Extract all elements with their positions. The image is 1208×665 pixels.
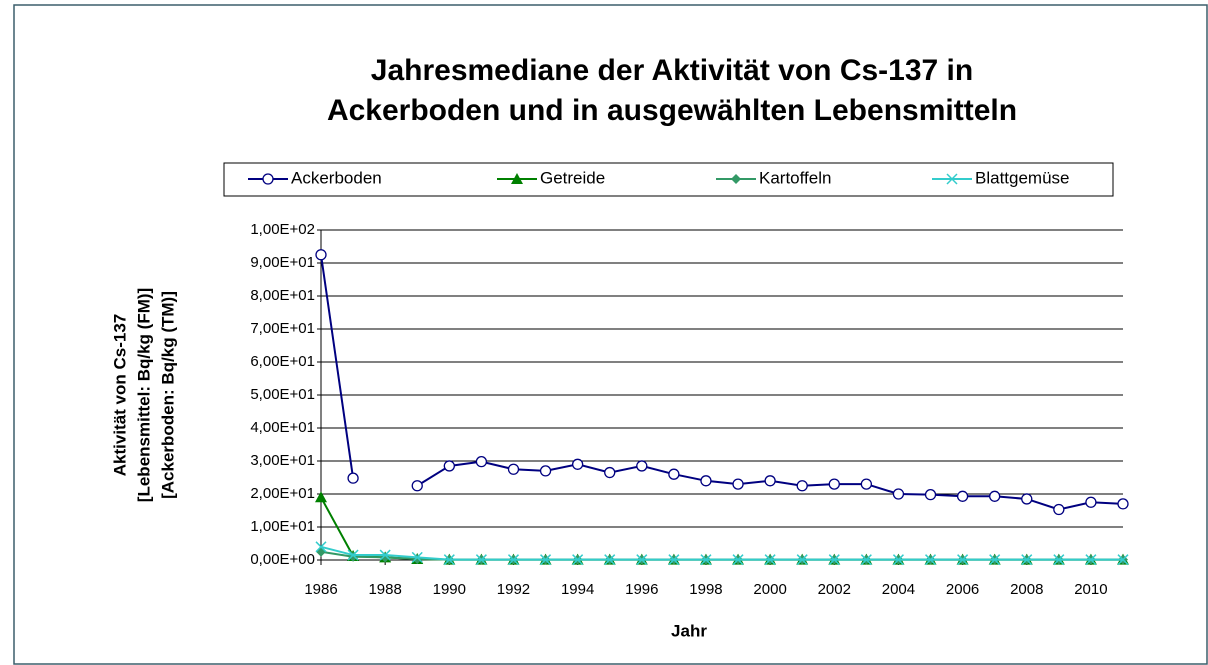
marker xyxy=(956,490,969,502)
y-tick-label: 9,00E+01 xyxy=(250,254,315,271)
legend-item: Kartoffeln xyxy=(716,168,831,187)
x-tick-label: 2006 xyxy=(946,581,979,598)
x-tick-label: 1992 xyxy=(497,581,530,598)
marker xyxy=(796,480,808,492)
marker xyxy=(828,478,840,490)
marker xyxy=(989,490,1001,502)
marker xyxy=(1117,498,1129,510)
x-tick-label: 1986 xyxy=(304,581,337,598)
marker xyxy=(571,458,584,470)
marker xyxy=(1021,554,1033,566)
x-tick-label: 2008 xyxy=(1010,581,1043,598)
marker xyxy=(828,554,840,566)
marker xyxy=(989,554,1001,566)
marker xyxy=(315,249,327,261)
y-tick-label: 5,00E+01 xyxy=(250,386,315,403)
marker xyxy=(443,460,455,472)
marker xyxy=(1085,496,1097,508)
marker xyxy=(731,174,741,184)
x-tick-label: 2000 xyxy=(753,581,786,598)
marker xyxy=(315,541,327,553)
marker xyxy=(604,466,616,479)
marker xyxy=(1021,493,1033,505)
marker xyxy=(957,554,969,566)
marker xyxy=(924,489,937,501)
y-tick-label: 3,00E+01 xyxy=(250,452,315,469)
marker xyxy=(764,554,776,566)
marker xyxy=(924,554,937,566)
y-tick-label: 0,00E+00 xyxy=(250,551,315,568)
x-tick-label: 2002 xyxy=(818,581,851,598)
chart-frame xyxy=(13,4,1208,665)
marker xyxy=(511,173,523,184)
marker xyxy=(668,468,680,480)
marker xyxy=(507,554,520,566)
x-tick-label: 2004 xyxy=(882,581,915,598)
y-tick-label: 1,00E+02 xyxy=(250,221,315,238)
marker xyxy=(411,480,423,492)
marker xyxy=(700,475,712,487)
marker xyxy=(636,460,648,472)
legend-item: Getreide xyxy=(497,168,605,187)
y-tick-label: 4,00E+01 xyxy=(250,419,315,436)
marker xyxy=(315,491,327,503)
marker xyxy=(507,463,520,475)
chart-title: Jahresmediane der Aktivität von Cs-137 i… xyxy=(371,54,973,87)
marker xyxy=(668,554,680,566)
x-tick-label: 1994 xyxy=(561,581,594,598)
marker xyxy=(860,554,872,566)
y-axis-label-line: Aktivität von Cs-137 xyxy=(110,314,129,477)
marker xyxy=(636,554,648,566)
y-axis-label-line: [Ackerboden: Bq/kg (TM)] xyxy=(158,291,177,499)
y-tick-label: 7,00E+01 xyxy=(250,320,315,337)
legend-label: Ackerboden xyxy=(291,168,382,187)
marker xyxy=(1085,554,1097,566)
legend-label: Kartoffeln xyxy=(759,168,831,187)
y-tick-label: 8,00E+01 xyxy=(250,287,315,304)
y-tick-label: 1,00E+01 xyxy=(250,518,315,535)
marker xyxy=(764,475,776,487)
y-tick-label: 6,00E+01 xyxy=(250,353,315,370)
marker xyxy=(347,549,359,561)
legend-item: Ackerboden xyxy=(248,168,382,187)
marker xyxy=(732,478,744,490)
marker xyxy=(892,488,905,500)
marker xyxy=(347,472,359,484)
x-tick-label: 1988 xyxy=(368,581,401,598)
x-tick-label: 2010 xyxy=(1074,581,1107,598)
marker xyxy=(540,554,552,566)
marker xyxy=(475,456,488,468)
marker xyxy=(443,554,455,566)
marker xyxy=(946,173,958,185)
marker xyxy=(1053,554,1065,566)
legend-label: Blattgemüse xyxy=(975,168,1070,187)
y-axis-label: Aktivität von Cs-137 [Lebensmittel: Bq/k… xyxy=(110,288,177,502)
legend-item: Blattgemüse xyxy=(932,168,1070,187)
chart-title: Ackerboden und in ausgewählten Lebensmit… xyxy=(327,94,1017,127)
x-tick-label: 1998 xyxy=(689,581,722,598)
marker xyxy=(411,551,423,563)
marker xyxy=(796,554,808,566)
x-tick-label: 1990 xyxy=(433,581,466,598)
marker xyxy=(892,554,904,566)
y-axis-label-line: [Lebensmittel: Bq/kg (FM)] xyxy=(134,288,153,502)
series-line xyxy=(320,545,1123,561)
marker xyxy=(700,554,712,566)
marker xyxy=(572,554,584,566)
x-axis-label: Jahr xyxy=(671,621,707,640)
marker xyxy=(604,554,616,566)
marker xyxy=(379,549,391,561)
marker xyxy=(262,173,274,185)
marker xyxy=(860,478,873,490)
marker xyxy=(732,554,744,566)
legend-label: Getreide xyxy=(540,168,605,187)
y-tick-label: 2,00E+01 xyxy=(250,485,315,502)
marker xyxy=(1117,554,1129,566)
marker xyxy=(475,554,487,566)
marker xyxy=(1053,503,1065,516)
marker xyxy=(539,465,552,477)
x-tick-label: 1996 xyxy=(625,581,658,598)
